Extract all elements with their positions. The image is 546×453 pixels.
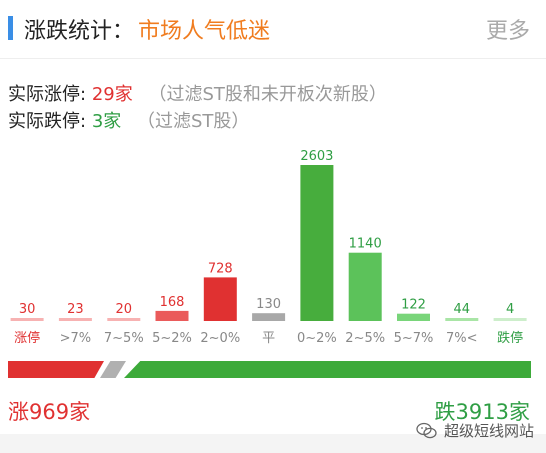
category-label: 跌停	[497, 330, 523, 346]
bar-value-label: 30	[19, 302, 36, 317]
limit-down-note: （过滤ST股）	[137, 111, 250, 132]
watermark-text: 超级短线网站	[443, 422, 534, 440]
category-label: 5~7%	[394, 331, 434, 346]
bar-value-label: 1140	[349, 237, 382, 252]
bar-9	[445, 318, 479, 321]
wechat-icon	[416, 422, 437, 438]
bar-value-label: 44	[454, 302, 471, 317]
ratio-flat-segment	[100, 361, 126, 378]
section-accent-bar	[8, 16, 13, 40]
ratio-down-segment	[124, 361, 531, 378]
category-label: 平	[262, 331, 275, 346]
bar-value-label: 20	[116, 302, 133, 317]
section-title: 涨跌统计：	[24, 19, 135, 44]
bottom-strip	[0, 434, 546, 453]
limit-up-count: 29家	[91, 84, 133, 105]
header-divider	[0, 58, 546, 59]
limit-down-label: 实际跌停:	[8, 111, 87, 132]
up-total-count: 涨969家	[8, 400, 91, 424]
bar-value-label: 130	[256, 297, 281, 312]
limit-up-label: 实际涨停:	[8, 84, 87, 105]
bar-1	[58, 318, 92, 321]
market-mood-text: 市场人气低迷	[138, 19, 271, 44]
bar-6	[300, 165, 334, 321]
watermark: 超级短线网站	[416, 420, 534, 441]
bar-7	[348, 252, 382, 321]
bar-0	[10, 318, 44, 321]
bar-4	[203, 277, 237, 321]
category-label: 2~5%	[345, 331, 385, 346]
category-label: 7~5%	[104, 331, 144, 346]
bar-value-label: 122	[401, 298, 426, 313]
category-label: 0~2%	[297, 331, 337, 346]
category-label: 涨停	[14, 330, 40, 346]
limit-up-note: （过滤ST股和未开板次新股）	[148, 84, 387, 105]
bar-value-label: 23	[67, 302, 84, 317]
bar-3	[155, 310, 189, 321]
bar-10	[493, 318, 527, 321]
ratio-up-segment	[8, 361, 104, 378]
bar-5	[252, 313, 286, 321]
limit-down-line: 实际跌停: 3家 （过滤ST股）	[8, 107, 249, 133]
more-button[interactable]: 更多	[485, 19, 530, 44]
category-label: >7%	[60, 331, 92, 346]
limit-down-count: 3家	[91, 111, 122, 132]
bar-8	[397, 313, 430, 321]
bar-value-label: 728	[208, 261, 233, 276]
bar-2	[107, 318, 141, 321]
category-label: 2~0%	[200, 331, 240, 346]
bar-value-label: 2603	[300, 149, 333, 164]
down-total-count: 跌3913家	[434, 400, 530, 424]
distribution-bar-chart: 30 涨停 23 >7% 20 7~5% 168 5~2% 728 2~0% 130 平 2603 0~2…	[10, 149, 527, 346]
limit-up-line: 实际涨停: 29家 （过滤ST股和未开板次新股）	[8, 80, 387, 106]
bar-value-label: 168	[160, 295, 185, 310]
bar-value-label: 4	[506, 302, 514, 317]
category-label: 7%<	[446, 331, 478, 346]
category-label: 5~2%	[152, 331, 192, 346]
